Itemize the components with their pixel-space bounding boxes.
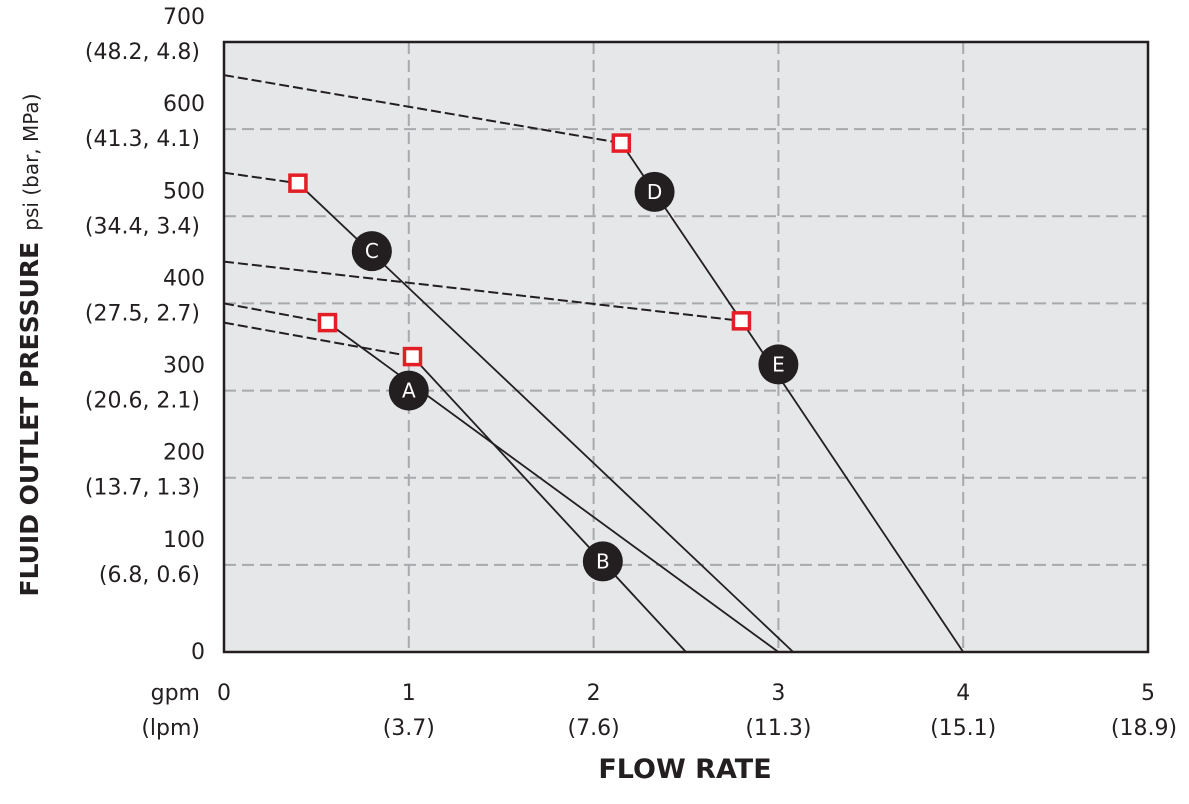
x-tick-sublabel: (3.7) <box>383 716 435 741</box>
x-axis-ticks: 0 1 (3.7) 2 (7.6) 3 (11.3) 4 (15.1) 5 (18.9) <box>217 681 1177 741</box>
y-tick-label: 100 <box>163 528 205 553</box>
series-markers: A B C D E <box>288 133 799 582</box>
series-a-marker <box>317 312 338 333</box>
x-tick-sublabel: (18.9) <box>1111 716 1177 741</box>
series-a-label-circle <box>388 370 429 411</box>
y-axis-ticks: 0 100 (6.8, 0.6) 200 (13.7, 1.3) 300 (20.6, 2.… <box>85 5 205 665</box>
series-c-dashed-line <box>223 171 299 185</box>
series-lines <box>223 74 964 653</box>
x-tick-label: 3 <box>771 681 785 706</box>
series-a-label: A <box>402 379 416 403</box>
y-tick-sublabel: (20.6, 2.1) <box>85 389 200 414</box>
y-tick-label: 700 <box>163 5 205 30</box>
series-b-label-circle <box>582 541 623 582</box>
x-tick-label: 2 <box>587 681 601 706</box>
x-tick-label: 1 <box>402 681 416 706</box>
series-d-line <box>620 142 743 322</box>
x-unit-lpm: (lpm) <box>141 716 200 741</box>
series-e-label-circle <box>758 344 799 385</box>
y-tick-label: 600 <box>163 92 205 117</box>
y-tick-sublabel: (48.2, 4.8) <box>85 40 200 65</box>
series-c-label-circle <box>351 231 392 272</box>
y-axis-label-units: psi (bar, MPa) <box>19 93 43 230</box>
x-tick-sublabel: (11.3) <box>745 716 811 741</box>
series-d-label: D <box>647 180 662 204</box>
series-e-marker <box>731 311 752 331</box>
series-d-dashed-line <box>223 74 622 145</box>
y-tick-label: 500 <box>163 179 205 204</box>
y-tick-sublabel: (34.4, 3.4) <box>85 214 200 239</box>
y-tick-label: 300 <box>163 354 205 379</box>
x-tick-label: 0 <box>217 681 231 706</box>
series-a-dashed-line <box>223 302 328 324</box>
series-b-marker <box>402 346 423 367</box>
y-tick-label: 0 <box>191 640 205 665</box>
series-b-label: B <box>596 549 610 573</box>
y-axis-label: FLUID OUTLET PRESSURE psi (bar, MPa) <box>15 93 44 596</box>
x-tick-label: 5 <box>1141 681 1155 706</box>
series-b-dashed-line <box>223 321 413 358</box>
y-tick-sublabel: (41.3, 4.1) <box>85 127 200 152</box>
series-c-marker <box>288 173 308 193</box>
y-axis-label-main: FLUID OUTLET PRESSURE <box>15 242 44 597</box>
y-tick-label: 400 <box>163 266 205 291</box>
x-tick-sublabel: (7.6) <box>568 716 620 741</box>
series-c-label: C <box>365 239 379 263</box>
series-e-label: E <box>772 352 785 376</box>
x-unit-gpm: gpm <box>151 681 200 706</box>
series-d-label-circle <box>634 171 675 212</box>
y-tick-sublabel: (27.5, 2.7) <box>85 301 200 326</box>
x-tick-sublabel: (15.1) <box>930 716 996 741</box>
y-tick-sublabel: (13.7, 1.3) <box>85 476 200 501</box>
series-b-line <box>411 355 687 653</box>
series-d-marker <box>611 133 632 153</box>
y-tick-label: 200 <box>163 441 205 466</box>
x-tick-label: 4 <box>956 681 970 706</box>
x-axis-label: FLOW RATE <box>598 754 771 785</box>
series-e-dashed-line <box>223 260 742 322</box>
y-tick-sublabel: (6.8, 0.6) <box>99 563 200 588</box>
